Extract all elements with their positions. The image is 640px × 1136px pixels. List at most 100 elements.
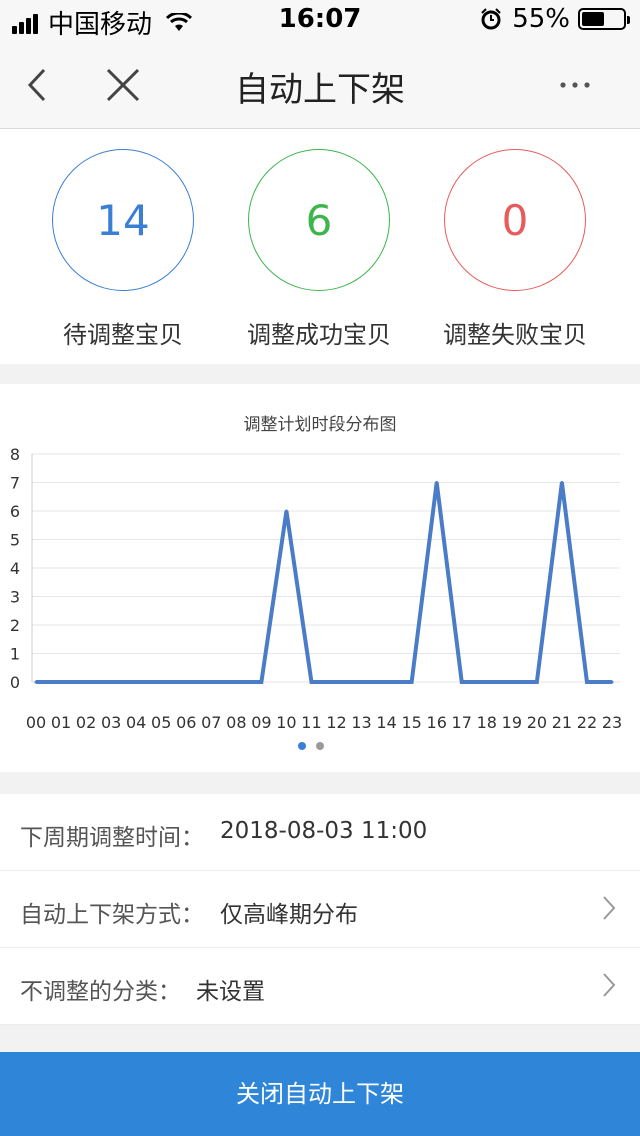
signal-icon xyxy=(12,12,40,34)
adjust-mode-row[interactable]: 自动上下架方式： 仅高峰期分布 xyxy=(0,871,640,948)
chart-card[interactable]: 调整计划时段分布图 0 1 2 3 4 5 6 7 8 00 01 02 03 04 05 06 07 08 09 1… xyxy=(0,384,640,772)
data-point xyxy=(134,680,138,684)
x-tick-label: 13 xyxy=(351,713,371,732)
x-tick-label: 06 xyxy=(176,713,196,732)
stats-panel: 14 待调整宝贝 6 调整成功宝贝 0 调整失败宝贝 xyxy=(0,129,640,364)
y-tick-label: 3 xyxy=(10,588,20,607)
stat-failed-circle: 0 xyxy=(444,149,586,291)
battery-fill xyxy=(582,12,604,26)
data-point xyxy=(84,680,88,684)
data-point xyxy=(485,680,489,684)
stat-pending[interactable]: 14 待调整宝贝 xyxy=(25,149,221,350)
x-tick-label: 19 xyxy=(502,713,522,732)
pager-dot-active xyxy=(298,742,306,750)
x-tick-label: 22 xyxy=(577,713,597,732)
x-tick-label: 17 xyxy=(452,713,472,732)
x-tick-label: 16 xyxy=(427,713,447,732)
stat-failed-value: 0 xyxy=(501,195,529,245)
x-tick-label: 18 xyxy=(477,713,497,732)
page-title: 自动上下架 xyxy=(235,70,405,110)
adjust-mode-value: 仅高峰期分布 xyxy=(220,902,358,928)
data-point xyxy=(535,680,539,684)
x-tick-label: 01 xyxy=(51,713,71,732)
status-time: 16:07 xyxy=(278,4,362,34)
next-adjust-time-label: 下周期调整时间： xyxy=(20,825,204,851)
stat-failed-label: 调整失败宝贝 xyxy=(443,321,587,349)
more-icon[interactable] xyxy=(550,60,600,110)
battery-percent: 55% xyxy=(512,4,570,34)
y-tick-label: 6 xyxy=(10,502,20,521)
x-tick-label: 15 xyxy=(401,713,421,732)
x-tick-label: 20 xyxy=(527,713,547,732)
x-tick-label: 11 xyxy=(301,713,321,732)
x-tick-label: 21 xyxy=(552,713,572,732)
stat-success[interactable]: 6 调整成功宝贝 xyxy=(221,149,417,350)
y-tick-label: 7 xyxy=(10,474,20,493)
y-tick-label: 8 xyxy=(10,445,20,464)
pager-dot xyxy=(316,742,324,750)
chevron-right-icon xyxy=(603,896,616,920)
stat-failed[interactable]: 0 调整失败宝贝 xyxy=(417,149,613,350)
chevron-right-icon xyxy=(603,973,616,997)
excluded-category-row[interactable]: 不调整的分类： 未设置 xyxy=(0,948,640,1025)
x-tick-label: 08 xyxy=(226,713,246,732)
data-point xyxy=(585,680,589,684)
stat-success-label: 调整成功宝贝 xyxy=(247,321,391,349)
stat-pending-label: 待调整宝贝 xyxy=(63,321,183,349)
wifi-icon xyxy=(166,12,193,31)
stat-pending-circle: 14 xyxy=(52,149,194,291)
data-point xyxy=(610,680,614,684)
x-tick-label: 10 xyxy=(276,713,296,732)
x-tick-label: 14 xyxy=(376,713,396,732)
y-tick-label: 2 xyxy=(10,616,20,635)
data-point xyxy=(560,481,564,484)
disable-auto-listing-button[interactable]: 关闭自动上下架 xyxy=(0,1052,640,1136)
data-point xyxy=(159,680,163,684)
x-tick-label: 00 xyxy=(26,713,46,732)
stat-success-circle: 6 xyxy=(248,149,390,291)
next-adjust-time-row: 下周期调整时间： 2018-08-03 11:00 xyxy=(0,794,640,871)
y-tick-label: 5 xyxy=(10,531,20,550)
carrier-label: 中国移动 xyxy=(48,10,153,40)
excluded-category-label: 不调整的分类： xyxy=(20,979,181,1005)
alarm-icon xyxy=(481,8,501,30)
data-point xyxy=(510,680,514,684)
close-icon[interactable] xyxy=(98,60,148,110)
data-point xyxy=(209,680,213,684)
data-point xyxy=(435,481,439,484)
stat-pending-value: 14 xyxy=(96,195,150,245)
x-tick-label: 09 xyxy=(251,713,271,732)
y-tick-label: 1 xyxy=(10,645,20,664)
chart-title: 调整计划时段分布图 xyxy=(243,415,397,435)
x-tick-label: 02 xyxy=(76,713,96,732)
x-tick-label: 07 xyxy=(201,713,221,732)
series-line xyxy=(36,482,612,684)
y-tick-label: 4 xyxy=(10,559,20,578)
data-point xyxy=(410,680,414,684)
data-point xyxy=(335,680,339,684)
data-point xyxy=(234,680,238,684)
y-tick-label: 0 xyxy=(10,673,20,692)
x-tick-label: 12 xyxy=(326,713,346,732)
data-point xyxy=(34,680,38,684)
x-tick-label: 03 xyxy=(101,713,121,732)
back-icon[interactable] xyxy=(14,60,64,110)
excluded-category-value: 未设置 xyxy=(196,979,265,1005)
battery-icon xyxy=(578,8,630,30)
data-point xyxy=(309,680,313,684)
data-point xyxy=(385,680,389,684)
x-tick-label: 04 xyxy=(126,713,146,732)
data-point xyxy=(259,680,263,684)
adjust-mode-label: 自动上下架方式： xyxy=(20,902,204,928)
x-tick-label: 23 xyxy=(602,713,622,732)
status-bar: 中国移动 16:07 55% xyxy=(0,0,640,40)
data-point xyxy=(284,509,288,513)
data-point xyxy=(109,680,113,684)
settings-list: 下周期调整时间： 2018-08-03 11:00 自动上下架方式： 仅高峰期分… xyxy=(0,794,640,1025)
data-point xyxy=(59,680,63,684)
stat-success-value: 6 xyxy=(305,195,333,245)
data-point xyxy=(360,680,364,684)
x-tick-label: 05 xyxy=(151,713,171,732)
navigation-bar: 自动上下架 xyxy=(0,40,640,129)
